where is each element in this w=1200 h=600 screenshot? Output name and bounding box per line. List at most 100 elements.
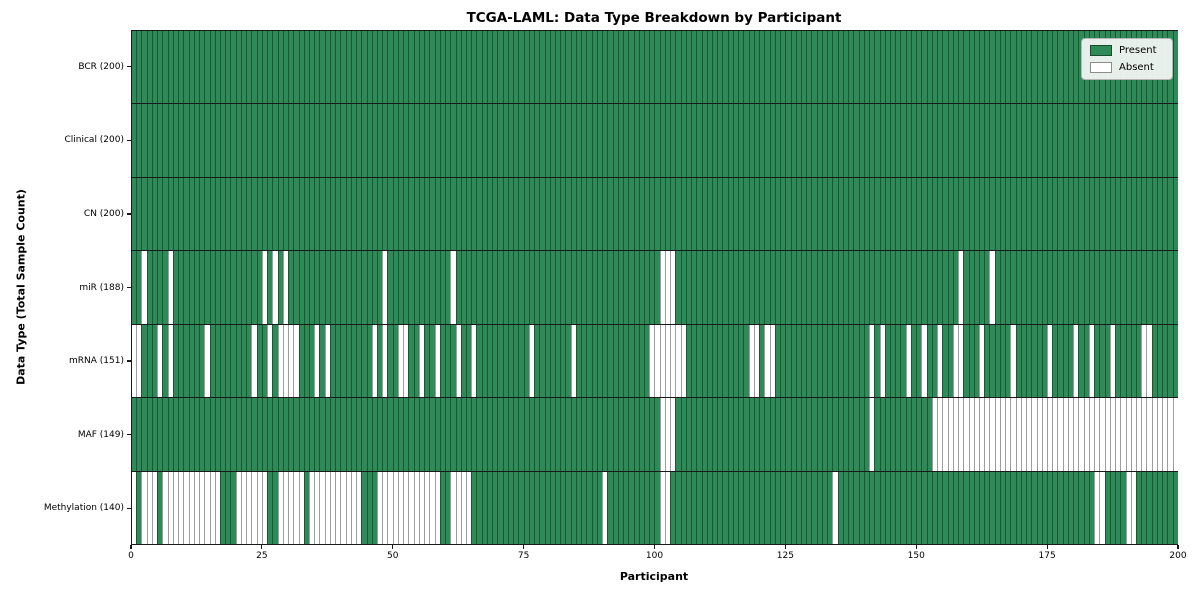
heatmap-cell xyxy=(382,31,388,104)
heatmap-cell xyxy=(371,104,378,177)
heatmap-cell xyxy=(162,398,168,471)
heatmap-cell xyxy=(670,324,676,398)
heatmap-cell xyxy=(931,251,938,324)
heatmap-cell xyxy=(183,398,189,471)
heatmap-cell xyxy=(204,31,210,104)
heatmap-cell xyxy=(654,324,660,398)
heatmap-cell xyxy=(476,471,482,544)
heatmap-cell xyxy=(251,177,257,251)
heatmap-cell xyxy=(1036,398,1042,471)
heatmap-cell xyxy=(1172,398,1178,471)
heatmap-cell xyxy=(230,471,236,544)
heatmap-cell xyxy=(764,471,770,544)
heatmap-cell xyxy=(1041,31,1048,104)
heatmap-cell xyxy=(827,104,833,177)
heatmap-cell xyxy=(308,471,315,544)
heatmap-cell xyxy=(246,398,252,471)
heatmap-cell xyxy=(984,31,990,104)
heatmap-cell xyxy=(916,177,922,251)
heatmap-cell xyxy=(377,398,383,471)
heatmap-cell xyxy=(1067,177,1074,251)
x-tick-mark xyxy=(261,545,263,549)
heatmap-cell xyxy=(151,324,158,398)
heatmap-cell xyxy=(549,324,555,398)
heatmap-cell xyxy=(1052,324,1058,398)
heatmap-cell xyxy=(842,471,849,544)
heatmap-cell xyxy=(816,251,822,324)
heatmap-cell xyxy=(596,471,603,544)
heatmap-cell xyxy=(670,104,676,177)
heatmap-cell xyxy=(1010,31,1016,104)
heatmap-cell xyxy=(1020,471,1027,544)
heatmap-cell xyxy=(272,251,278,324)
heatmap-cell xyxy=(999,251,1006,324)
heatmap-cell xyxy=(602,251,608,324)
heatmap-cell xyxy=(507,398,514,471)
x-tick-label: 50 xyxy=(387,551,399,561)
heatmap-cell xyxy=(638,471,644,544)
heatmap-cell xyxy=(863,471,870,544)
heatmap-cell xyxy=(1067,324,1074,398)
heatmap-cell xyxy=(638,177,644,251)
heatmap-cell xyxy=(439,177,446,251)
heatmap-cell xyxy=(298,31,304,104)
heatmap-cell xyxy=(649,471,655,544)
heatmap-cell xyxy=(251,251,257,324)
heatmap-cell xyxy=(1094,398,1100,471)
heatmap-cell xyxy=(602,177,608,251)
heatmap-cell xyxy=(612,398,618,471)
heatmap-cell xyxy=(424,324,430,398)
heatmap-cell xyxy=(282,324,289,398)
heatmap-cell xyxy=(413,324,419,398)
heatmap-cell xyxy=(167,104,173,177)
heatmap-cell xyxy=(586,398,592,471)
heatmap-cell xyxy=(1047,104,1053,177)
heatmap-cell xyxy=(848,31,854,104)
heatmap-cell xyxy=(701,251,707,324)
heatmap-cell xyxy=(1172,251,1178,324)
heatmap-cell xyxy=(973,104,979,177)
heatmap-cell xyxy=(162,251,168,324)
heatmap-cell xyxy=(848,398,854,471)
x-tick-label: 0 xyxy=(128,551,134,561)
heatmap-cell xyxy=(335,31,341,104)
heatmap-cell xyxy=(132,177,137,251)
heatmap-cell xyxy=(806,251,812,324)
heatmap-cell xyxy=(1041,324,1048,398)
heatmap-cell xyxy=(434,104,440,177)
heatmap-cell xyxy=(199,104,205,177)
heatmap-cell xyxy=(743,31,749,104)
heatmap-cell xyxy=(905,324,911,398)
heatmap-cell xyxy=(628,251,634,324)
heatmap-cell xyxy=(1136,104,1142,177)
heatmap-cell xyxy=(1141,324,1147,398)
heatmap-cell xyxy=(816,177,822,251)
heatmap-cell xyxy=(1005,31,1011,104)
heatmap-cell xyxy=(403,104,409,177)
heatmap-cell xyxy=(565,177,571,251)
heatmap-cell xyxy=(486,398,493,471)
heatmap-cell xyxy=(214,177,220,251)
heatmap-cell xyxy=(968,177,974,251)
legend-label-absent: Absent xyxy=(1119,61,1154,73)
heatmap-cell xyxy=(293,177,299,251)
y-tick-label-maf: MAF (149) xyxy=(77,429,124,440)
heatmap-cell xyxy=(1125,251,1131,324)
heatmap-cell xyxy=(434,251,440,324)
heatmap-cell xyxy=(633,324,639,398)
heatmap-cell xyxy=(188,31,194,104)
heatmap-cell xyxy=(994,471,1000,544)
heatmap-cell xyxy=(172,471,179,544)
heatmap-cell xyxy=(1130,251,1136,324)
heatmap-cell xyxy=(141,251,147,324)
heatmap-cell xyxy=(178,251,184,324)
heatmap-cell xyxy=(727,251,733,324)
heatmap-cell xyxy=(1115,324,1121,398)
heatmap-cell xyxy=(1120,251,1126,324)
heatmap-cell xyxy=(1136,251,1142,324)
heatmap-cell xyxy=(172,31,179,104)
heatmap-cell xyxy=(591,104,597,177)
heatmap-cell xyxy=(910,104,917,177)
heatmap-cell xyxy=(874,251,880,324)
heatmap-cell xyxy=(471,104,477,177)
